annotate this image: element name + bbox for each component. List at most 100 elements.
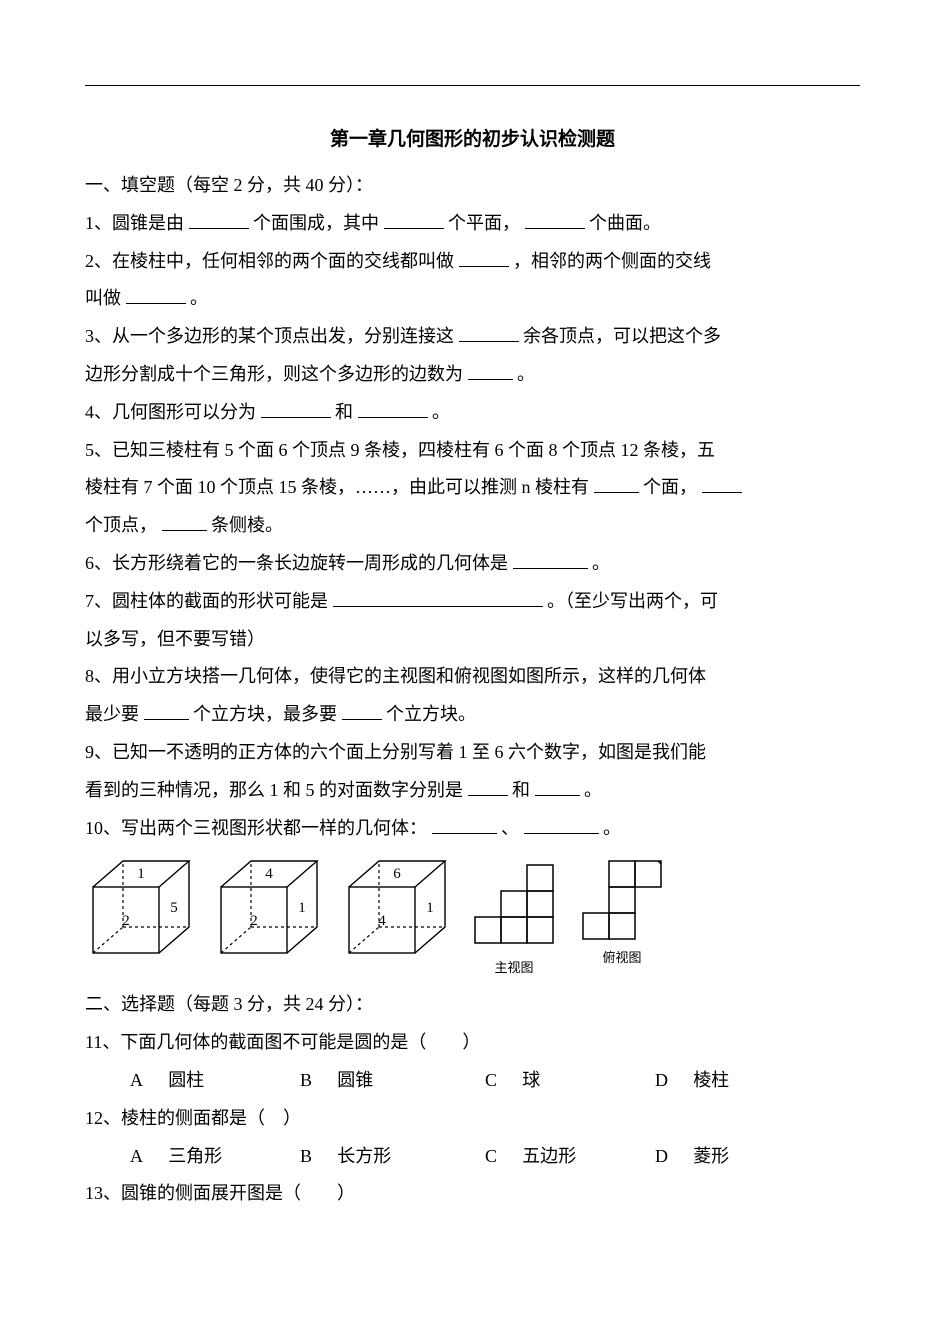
q4: 4、几何图形可以分为 和 。: [85, 394, 860, 432]
blank: [535, 795, 580, 796]
q6: 6、长方形绕着它的一条长边旋转一周形成的几何体是 。: [85, 545, 860, 583]
svg-text:6: 6: [393, 866, 401, 882]
q10-text-b: 、: [501, 818, 519, 838]
q1-text-b: 个面围成，其中: [253, 213, 379, 233]
q5-text-d: 个顶点，: [85, 515, 157, 535]
q3-line1: 3、从一个多边形的某个顶点出发，分别连接这 余各顶点，可以把这个多: [85, 318, 860, 356]
cube-figure-2: 4 2 1: [213, 855, 323, 965]
blank: [524, 833, 599, 834]
q7-line1: 7、圆柱体的截面的形状可能是 。（至少写出两个，可: [85, 583, 860, 621]
option-key: C: [485, 1138, 497, 1176]
top-view-label: 俯视图: [577, 947, 667, 966]
svg-text:4: 4: [378, 913, 386, 929]
option-value: 长方形: [337, 1138, 391, 1176]
q2-text-d: 。: [190, 288, 208, 308]
q5-line3: 个顶点， 条侧棱。: [85, 507, 860, 545]
option-value: 棱柱: [693, 1062, 729, 1100]
option-value: 菱形: [693, 1138, 729, 1176]
option-key: B: [300, 1062, 312, 1100]
q3-text-d: 。: [517, 364, 535, 384]
q8-text-d: 个立方块。: [386, 704, 476, 724]
q12-options: A 三角形 B 长方形 C 五边形 D菱形: [85, 1138, 860, 1176]
option-value: 三角形: [168, 1138, 222, 1176]
blank: [358, 417, 428, 418]
svg-text:2: 2: [250, 913, 258, 929]
q5-text-e: 条侧棱。: [211, 515, 283, 535]
svg-text:1: 1: [137, 866, 145, 882]
q11-options: A圆柱B圆锥C球D棱柱: [85, 1062, 860, 1100]
q4-text-b: 和: [335, 402, 358, 422]
blank: [468, 795, 508, 796]
front-view-svg: [469, 855, 559, 955]
q9-text-c: 和: [512, 780, 530, 800]
q9-text-d: 。: [584, 780, 602, 800]
option: D菱形: [655, 1138, 805, 1176]
q5-line1: 5、已知三棱柱有 5 个面 6 个顶点 9 条棱，四棱柱有 6 个面 8 个顶点…: [85, 432, 860, 470]
front-view-label: 主视图: [469, 957, 559, 976]
svg-text:4: 4: [265, 866, 273, 882]
tick-mark: 、: [657, 849, 671, 869]
blank: [702, 492, 742, 493]
blank: [459, 266, 509, 267]
q10-text-a: 10、写出两个三视图形状都一样的几何体：: [85, 818, 427, 838]
blank: [432, 833, 497, 834]
q12: 12、棱柱的侧面都是（ ）: [85, 1100, 860, 1138]
blank: [513, 568, 588, 569]
front-view-figure: 主视图: [469, 855, 559, 976]
option: A圆柱: [130, 1062, 300, 1100]
q3-text-a: 3、从一个多边形的某个顶点出发，分别连接这: [85, 326, 454, 346]
blank: [126, 303, 186, 304]
option-value: 五边形: [522, 1138, 576, 1176]
q8-text-b: 最少要: [85, 704, 139, 724]
figures-row: 1 2 5 4 2 1 6 4 1: [85, 855, 860, 976]
option-value: 圆锥: [337, 1062, 373, 1100]
blank: [459, 341, 519, 342]
q8-text-c: 个立方块，最多要: [193, 704, 337, 724]
option: C 五边形: [485, 1138, 655, 1176]
top-view-figure: 、 俯视图: [577, 855, 667, 966]
blank: [261, 417, 331, 418]
blank: [189, 228, 249, 229]
svg-text:1: 1: [426, 900, 434, 916]
top-rule: [85, 85, 860, 86]
q11: 11、下面几何体的截面图不可能是圆的是（ ）: [85, 1024, 860, 1062]
option: B 长方形: [300, 1138, 485, 1176]
blank: [468, 379, 513, 380]
section1-header: 一、填空题（每空 2 分，共 40 分）：: [85, 167, 860, 205]
blank: [342, 719, 382, 720]
page: 第一章几何图形的初步认识检测题 一、填空题（每空 2 分，共 40 分）： 1 、…: [0, 0, 945, 1253]
option-key: A: [130, 1138, 143, 1176]
q7-text-b: 。（至少写出两个，可: [547, 591, 718, 611]
option-value: 球: [522, 1062, 540, 1100]
q10: 10、写出两个三视图形状都一样的几何体： 、 。: [85, 810, 860, 848]
cube-figure-1: 1 2 5: [85, 855, 195, 965]
q2-line2: 叫做 。: [85, 280, 860, 318]
q3-line2: 边形分割成十个三角形，则这个多边形的边数为 。: [85, 356, 860, 394]
q1-text-c: 个平面，: [448, 213, 520, 233]
q1-text-d: 个曲面。: [589, 213, 661, 233]
q13: 13、圆锥的侧面展开图是（ ）: [85, 1175, 860, 1213]
q2-text-a: 2、在棱柱中，任何相邻的两个面的交线都叫做: [85, 251, 454, 271]
blank: [144, 719, 189, 720]
q4-text-a: 4、几何图形可以分为: [85, 402, 261, 422]
q2-line1: 2、在棱柱中，任何相邻的两个面的交线都叫做 ，相邻的两个侧面的交线: [85, 243, 860, 281]
q5-text-c: 个面，: [643, 477, 697, 497]
cube-figure-3: 6 4 1: [341, 855, 451, 965]
q6-text-b: 。: [592, 553, 610, 573]
option-key: D: [655, 1062, 668, 1100]
document-title: 第一章几何图形的初步认识检测题: [85, 124, 860, 151]
blank: [162, 530, 207, 531]
svg-text:1: 1: [298, 900, 306, 916]
q8-line2: 最少要 个立方块，最多要 个立方块。: [85, 696, 860, 734]
q7-text-a: 7、圆柱体的截面的形状可能是: [85, 591, 328, 611]
blank: [594, 492, 639, 493]
q3-text-b: 余各顶点，可以把这个多: [523, 326, 721, 346]
q10-text-c: 。: [603, 818, 621, 838]
q8-line1: 8、用小立方块搭一几何体，使得它的主视图和俯视图如图所示，这样的几何体: [85, 658, 860, 696]
option-value: 圆柱: [168, 1062, 204, 1100]
blank: [525, 228, 585, 229]
option-key: B: [300, 1138, 312, 1176]
q2-text-b: ，相邻的两个侧面的交线: [513, 251, 711, 271]
q9-line2: 看到的三种情况，那么 1 和 5 的对面数字分别是 和 。: [85, 772, 860, 810]
q5-text-b: 棱柱有 7 个面 10 个顶点 15 条棱，……，由此可以推测 n 棱柱有: [85, 477, 589, 497]
